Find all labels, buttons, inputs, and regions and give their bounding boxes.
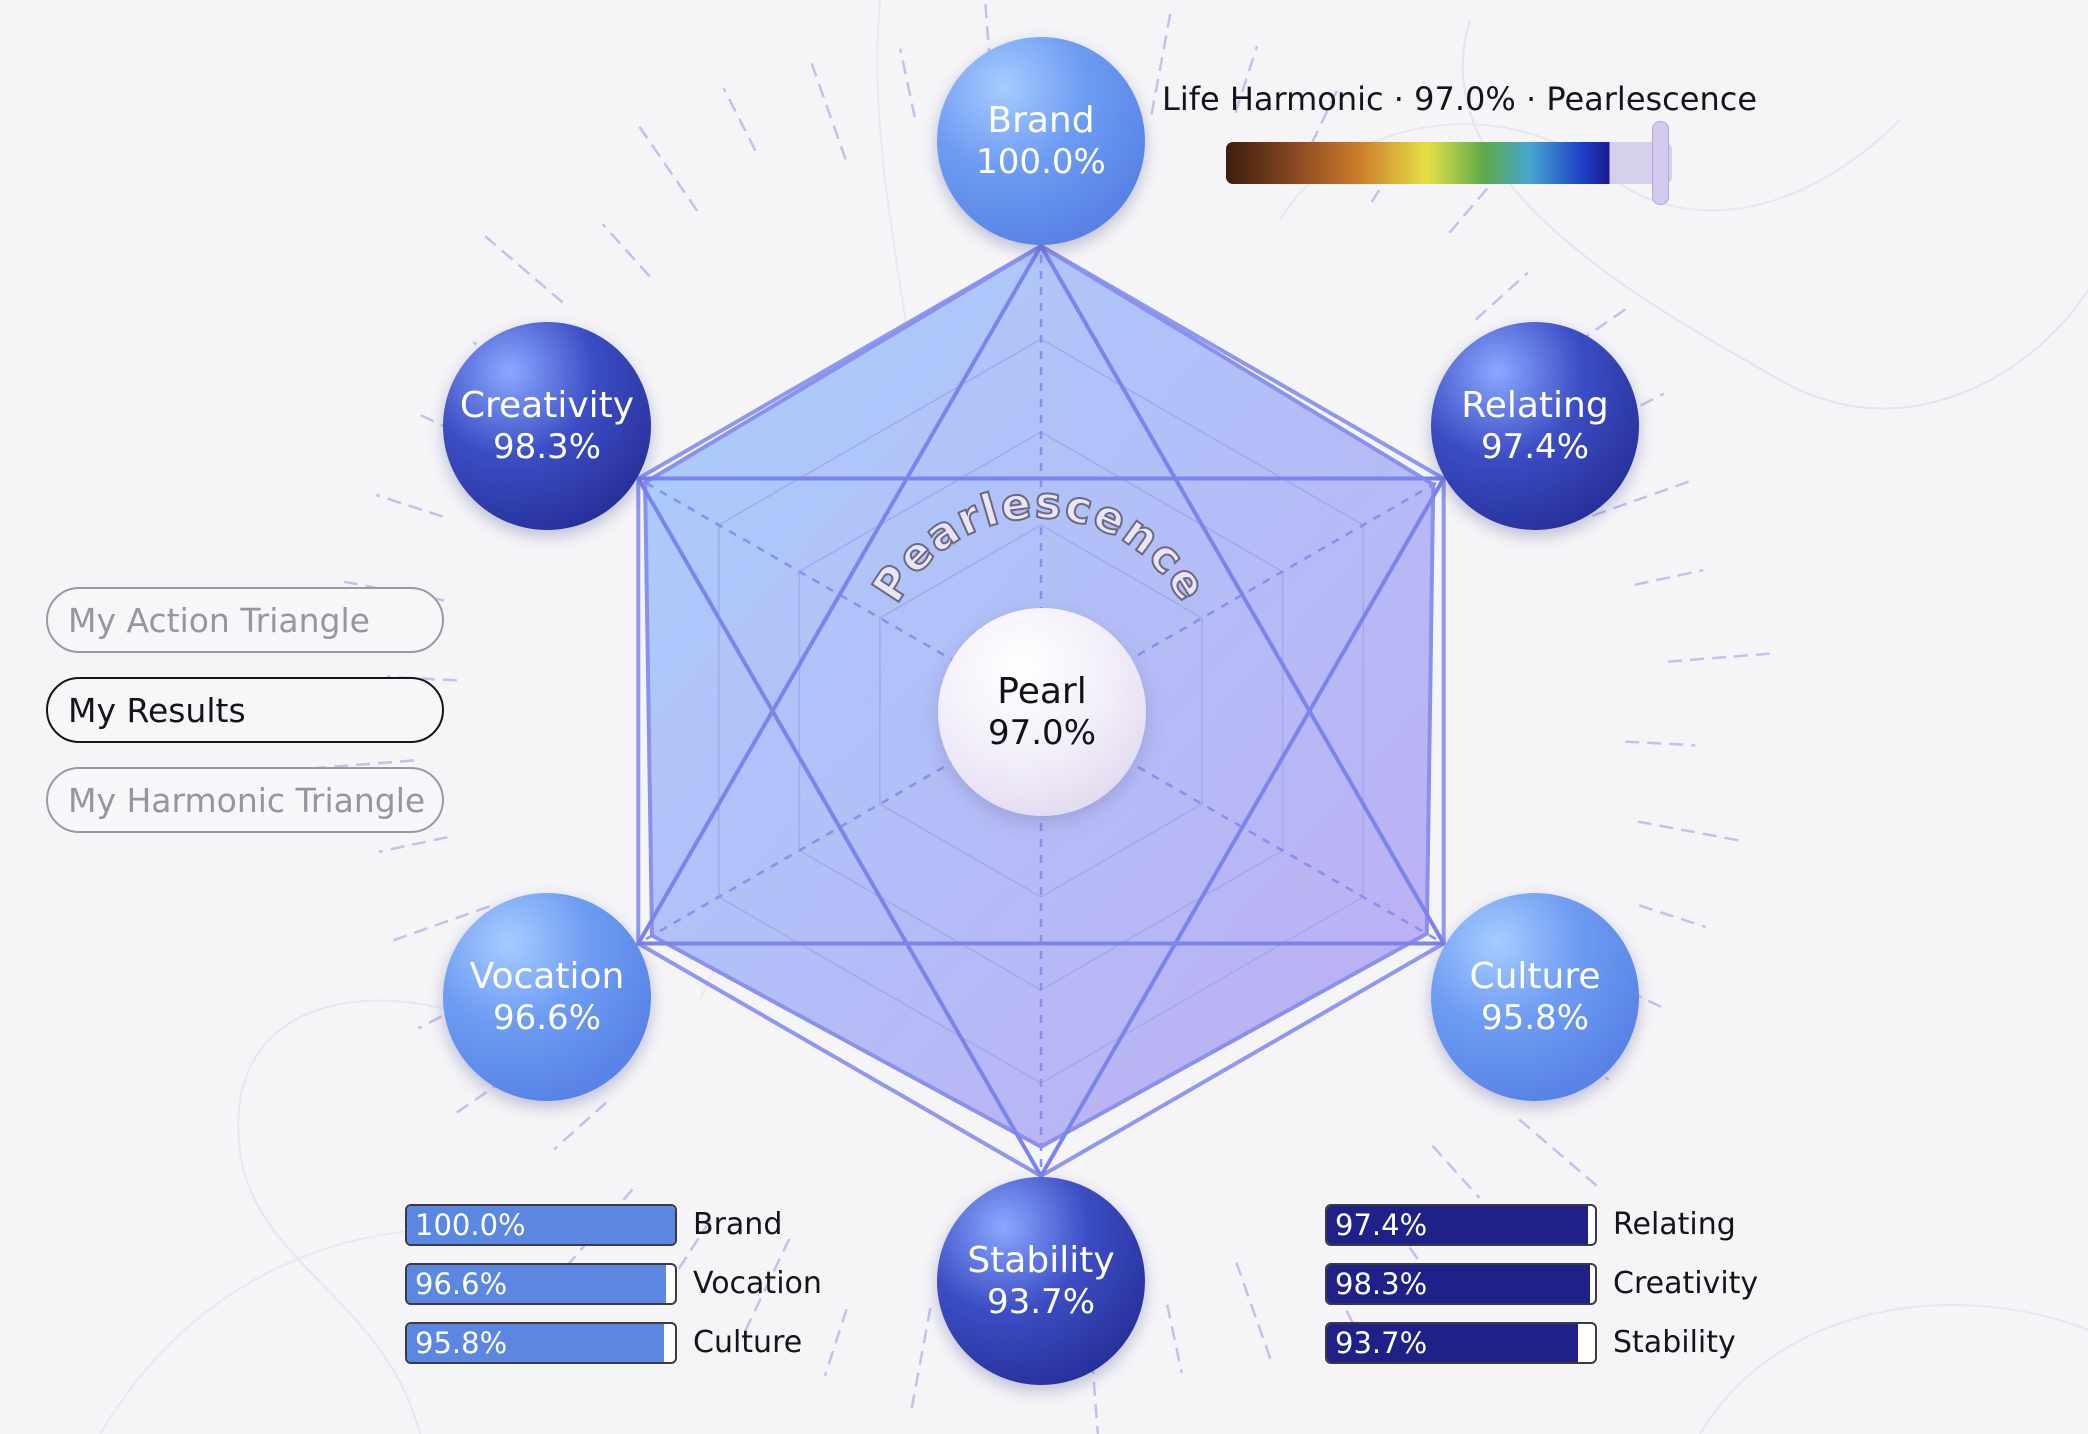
center-label: Pearl — [997, 671, 1087, 712]
spoke-line — [637, 709, 1042, 945]
nav-my-action-triangle[interactable]: My Action Triangle — [46, 587, 444, 653]
node-culture[interactable]: Culture 95.8% — [1431, 893, 1639, 1101]
ray-line — [1518, 1118, 1600, 1189]
action-triangle — [634, 241, 1448, 946]
node-creativity[interactable]: Creativity 98.3% — [443, 322, 651, 530]
bar-track — [1325, 1263, 1597, 1305]
legend-title: Life Harmonic · 97.0% · Pearlescence — [1162, 80, 1758, 118]
bar-value: 100.0% — [415, 1208, 526, 1242]
spoke-line — [1040, 709, 1445, 945]
ray-line — [809, 60, 847, 161]
ray-line — [553, 1101, 608, 1151]
bar-track — [405, 1204, 677, 1246]
bar-fill — [407, 1206, 675, 1244]
spoke-line — [1040, 477, 1445, 713]
node-vocation-value: 96.6% — [492, 998, 601, 1039]
bar-fill — [1327, 1324, 1579, 1362]
bar-label: Creativity — [1613, 1266, 1759, 1301]
node-relating-label: Relating — [1461, 385, 1609, 426]
ray-line — [1291, 87, 1340, 184]
bar-fill — [1327, 1206, 1589, 1244]
ray-line — [309, 759, 414, 770]
bar-track — [405, 1263, 677, 1305]
ray-line — [983, 0, 993, 84]
bar-label: Relating — [1613, 1207, 1736, 1242]
node-stability-value: 93.7% — [986, 1282, 1095, 1323]
ray-line — [909, 1307, 932, 1412]
node-stability[interactable]: Stability 93.7% — [937, 1177, 1145, 1385]
ray-line — [742, 1238, 791, 1335]
ray-line — [390, 905, 491, 943]
scale-marker-handle[interactable] — [1652, 121, 1669, 205]
bar-value: 95.8% — [415, 1326, 508, 1360]
bar-value: 98.3% — [1335, 1267, 1428, 1301]
node-brand-value: 100.0% — [976, 142, 1106, 183]
bar-track — [405, 1322, 677, 1364]
ray-line — [823, 1308, 848, 1377]
bar-fill — [1327, 1265, 1591, 1303]
ray-line — [1165, 1304, 1184, 1374]
grid-ring — [879, 524, 1203, 898]
ray-line — [1234, 45, 1259, 114]
center-value: 97.0% — [987, 713, 1096, 754]
bar-fill — [407, 1324, 664, 1362]
bar-label: Culture — [693, 1325, 803, 1360]
ray-line — [1637, 820, 1742, 843]
harmonic-color-scale — [1226, 142, 1672, 184]
ray-line — [1150, 10, 1173, 115]
ray-line — [378, 835, 448, 854]
node-stability-label: Stability — [967, 1240, 1115, 1281]
ray-line — [1625, 740, 1696, 747]
bar-label: Vocation — [693, 1266, 822, 1301]
ray-line — [482, 233, 564, 304]
bar-value: 96.6% — [415, 1267, 508, 1301]
ray-line — [1591, 479, 1692, 517]
ray-line — [1431, 1144, 1481, 1199]
ray-line — [1235, 1261, 1273, 1362]
node-creativity-value: 98.3% — [492, 427, 601, 468]
ray-line — [722, 87, 757, 152]
ray-line — [1448, 152, 1519, 234]
bar-track — [1325, 1322, 1597, 1364]
node-relating[interactable]: Relating 97.4% — [1431, 322, 1639, 530]
ray-line — [1634, 568, 1704, 587]
ray-line — [636, 123, 699, 212]
node-brand-label: Brand — [987, 100, 1095, 141]
ray-line — [1383, 1210, 1446, 1299]
ray-line — [898, 48, 917, 118]
bar-label: Brand — [693, 1207, 783, 1242]
ray-line — [1668, 652, 1773, 663]
node-relating-value: 97.4% — [1480, 427, 1589, 468]
bar-fill — [407, 1265, 666, 1303]
spoke-line — [637, 477, 1042, 713]
bar-value: 97.4% — [1335, 1208, 1428, 1242]
node-culture-label: Culture — [1469, 956, 1601, 997]
harmonic-triangle — [634, 476, 1448, 1181]
ray-line — [1474, 271, 1529, 321]
bar-track — [1325, 1204, 1597, 1246]
node-vocation-label: Vocation — [469, 956, 625, 997]
ray-line — [671, 1219, 712, 1280]
ray-line — [375, 493, 444, 518]
node-vocation[interactable]: Vocation 96.6% — [443, 893, 651, 1101]
ray-line — [1638, 904, 1707, 929]
ray-line — [1089, 1338, 1100, 1434]
node-creativity-label: Creativity — [459, 385, 635, 426]
ray-line — [601, 223, 651, 278]
nav-my-harmonic-triangle[interactable]: My Harmonic Triangle — [46, 767, 444, 833]
bar-value: 93.7% — [1335, 1326, 1428, 1360]
node-center-pearl[interactable]: Pearl 97.0% — [938, 608, 1146, 816]
hexagon-spokes — [637, 246, 1445, 1176]
nav-my-results[interactable]: My Results — [46, 677, 444, 743]
bar-label: Stability — [1613, 1325, 1736, 1360]
node-brand[interactable]: Brand 100.0% — [937, 37, 1145, 245]
node-culture-value: 95.8% — [1480, 998, 1589, 1039]
